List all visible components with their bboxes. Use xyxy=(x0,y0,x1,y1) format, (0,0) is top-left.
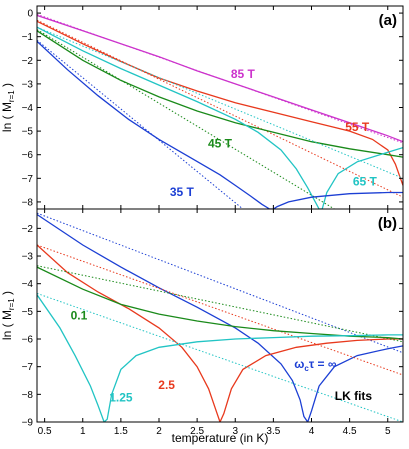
x-tick-label: 4 xyxy=(309,426,315,437)
y-tick-label: −2 xyxy=(22,224,34,235)
curve-label-end: τ = ∞ xyxy=(309,357,337,371)
panel-label: (b) xyxy=(378,215,397,232)
curve-label: 55 T xyxy=(345,120,370,134)
y-axis-label-sub: r=1 xyxy=(7,298,16,310)
x-tick-label: 4.5 xyxy=(343,426,357,437)
curve-label-main: ω xyxy=(294,357,304,371)
x-tick-label: 5 xyxy=(385,426,391,437)
series-line xyxy=(37,266,403,340)
series-line xyxy=(37,294,403,422)
curve-label-sub: c xyxy=(304,364,309,373)
curve-label: 35 T xyxy=(170,185,195,199)
y-axis-label-main: ln ( M xyxy=(0,102,14,132)
y-tick-label: −3 xyxy=(22,252,34,263)
y-tick-label: −2 xyxy=(22,56,34,67)
curve-label: 1.25 xyxy=(109,390,133,404)
x-tick-label: 0.5 xyxy=(38,426,52,437)
curve-label: 0.1 xyxy=(71,309,88,323)
lk-fit-line xyxy=(37,29,335,209)
curve-label: 2.5 xyxy=(158,378,175,392)
plot-frame xyxy=(36,208,404,423)
y-tick-label: −7 xyxy=(22,362,34,373)
panel-a: 0 −1 −2 −3 −4 −5 −6 −7 −8 ln ( Mr=1 ) (a) 85 T 55 T 4… xyxy=(0,5,404,210)
y-tick-label: −5 xyxy=(22,307,34,318)
lk-fit-line xyxy=(37,26,403,179)
y-axis-label-end: ) xyxy=(0,291,14,298)
curve-label: ωcτ = ∞ xyxy=(294,357,336,373)
x-tick-label: 3.5 xyxy=(266,426,280,437)
y-tick-label: −4 xyxy=(22,279,34,290)
curve-label: 85 T xyxy=(231,67,256,81)
lk-fit-line xyxy=(37,212,403,354)
lk-fit-line xyxy=(37,265,403,343)
y-tick-label: −8 xyxy=(22,197,34,208)
x-tick-label: 1.5 xyxy=(114,426,128,437)
y-tick-label: 0 xyxy=(27,9,33,20)
y-axis-label-end: ) xyxy=(0,83,14,90)
x-tick-label: 2.5 xyxy=(190,426,204,437)
lk-fit-line xyxy=(37,244,403,376)
series-line xyxy=(37,213,403,422)
lk-fit-line xyxy=(37,19,403,198)
y-tick-label: −8 xyxy=(22,390,34,401)
curve-label: LK fits xyxy=(335,389,373,403)
curve-label: 45 T xyxy=(208,137,233,151)
series-line xyxy=(37,14,403,143)
y-tick-label: −3 xyxy=(22,79,34,90)
plot-frame xyxy=(36,5,404,210)
y-axis-label: ln ( Mr=1 ) xyxy=(0,83,16,132)
y-tick-label: −1 xyxy=(22,32,34,43)
y-tick-label: −5 xyxy=(22,127,34,138)
x-tick-label: 1 xyxy=(80,426,86,437)
curve-label: 65 T xyxy=(353,174,378,188)
series-line xyxy=(37,20,403,186)
y-tick-label: −6 xyxy=(22,335,34,346)
series-line xyxy=(37,40,403,209)
series-line xyxy=(37,30,403,158)
y-tick-label: −7 xyxy=(22,174,34,185)
panel-label: (a) xyxy=(379,12,397,29)
y-axis-label: ln ( Mr=1 ) xyxy=(0,291,16,340)
x-tick-label: 3 xyxy=(232,426,238,437)
x-tick-label: 2 xyxy=(156,426,162,437)
lk-fit-line xyxy=(37,292,403,422)
y-tick-label: −9 xyxy=(22,418,34,429)
lk-fit-line xyxy=(37,39,244,209)
series-line xyxy=(37,244,403,422)
y-tick-label: −4 xyxy=(22,103,34,114)
y-tick-label: −6 xyxy=(22,150,34,161)
y-axis-label-main: ln ( M xyxy=(0,310,14,340)
panel-b: 0.5 1 1.5 2 2.5 3 3.5 4 4.5 5 −2 −3 −4 −5 −6 −7 −8 −9 ln (… xyxy=(0,208,404,445)
x-axis-label: temperature (in K) xyxy=(172,431,269,445)
y-axis-label-sub: r=1 xyxy=(7,90,16,102)
series-line xyxy=(37,26,403,209)
